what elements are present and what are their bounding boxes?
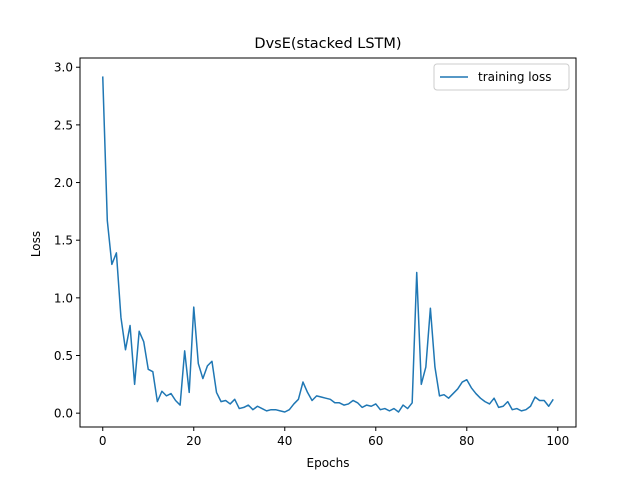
legend: training loss [433, 63, 570, 91]
y-axis-label: Loss [29, 231, 43, 257]
x-tick-label: 60 [368, 434, 383, 448]
x-tick-label: 80 [459, 434, 474, 448]
y-tick-label: 2.5 [54, 118, 73, 132]
y-tick-label: 1.0 [54, 291, 73, 305]
y-tick-label: 0.0 [54, 407, 73, 421]
training-loss-line [102, 76, 554, 413]
x-tick-label: 100 [546, 434, 569, 448]
x-tick-label: 40 [277, 434, 292, 448]
axis-ticks: 0 20 40 60 80 100 0.0 0.5 1.0 1.5 2.0 2.5 3.0 [54, 61, 569, 448]
chart-title: DvsE(stacked LSTM) [254, 36, 401, 52]
x-tick-label: 20 [186, 434, 201, 448]
y-tick-label: 0.5 [54, 349, 73, 363]
plot-frame [79, 57, 577, 428]
y-tick-label: 2.0 [54, 176, 73, 190]
legend-box [433, 63, 570, 91]
x-tick-label: 0 [99, 434, 107, 448]
series-layer [102, 76, 554, 413]
y-tick-label: 1.5 [54, 234, 73, 248]
y-tick-label: 3.0 [54, 61, 73, 75]
legend-label: training loss [478, 70, 551, 84]
x-axis-label: Epochs [307, 456, 350, 470]
